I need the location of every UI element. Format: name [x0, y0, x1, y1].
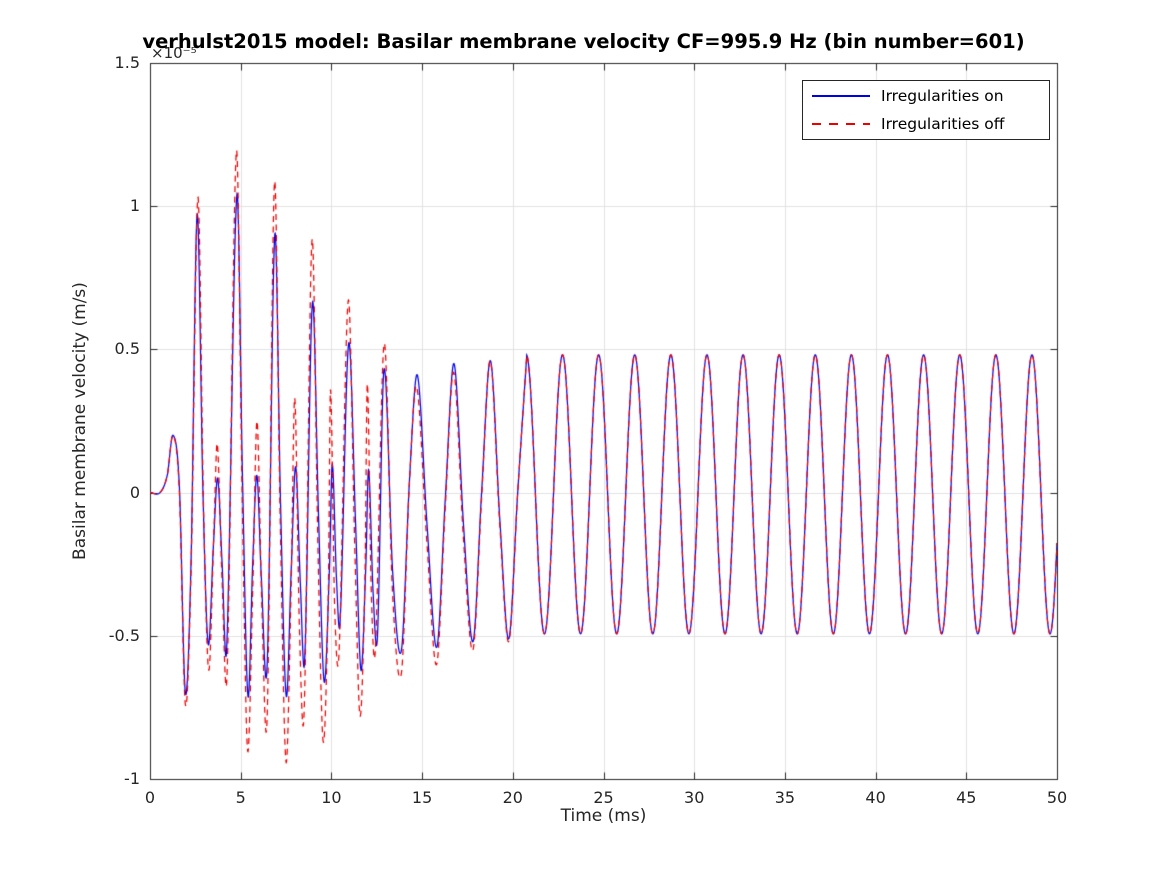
y-tick-label: 1	[129, 196, 140, 216]
x-tick-label: 35	[774, 788, 796, 807]
legend-entry-irregularities-off: Irregularities off	[803, 111, 1049, 137]
legend-line-sample-solid	[812, 95, 870, 97]
y-tick-label: 0	[129, 482, 140, 502]
y-tick-label: -0.5	[108, 625, 140, 645]
legend-entry-irregularities-on: Irregularities on	[803, 83, 1049, 109]
x-tick-label: 5	[235, 788, 246, 807]
legend: Irregularities on Irregularities off	[802, 80, 1050, 140]
legend-label: Irregularities on	[881, 87, 1004, 105]
y-axis-label: Basilar membrane velocity (m/s)	[70, 282, 90, 560]
x-tick-label: 40	[865, 788, 886, 807]
y-axis-multiplier: ×10⁻⁵	[151, 44, 197, 62]
y-tick-label: 1.5	[114, 53, 140, 72]
y-tick-label: -1	[124, 769, 140, 788]
x-axis-label: Time (ms)	[560, 806, 647, 826]
legend-line-sample-dashed	[812, 123, 870, 125]
x-tick-label: 50	[1046, 788, 1068, 807]
x-tick-label: 0	[144, 788, 156, 807]
x-tick-label: 30	[684, 788, 705, 807]
y-tick-label: 0.5	[114, 339, 140, 359]
x-tick-label: 25	[593, 788, 614, 807]
legend-label: Irregularities off	[881, 115, 1005, 133]
x-tick-label: 10	[321, 788, 342, 807]
x-tick-label: 20	[502, 788, 523, 807]
x-tick-label: 15	[411, 788, 433, 807]
x-tick-label: 45	[956, 788, 977, 807]
chart-title: verhulst2015 model: Basilar membrane vel…	[142, 30, 1025, 53]
